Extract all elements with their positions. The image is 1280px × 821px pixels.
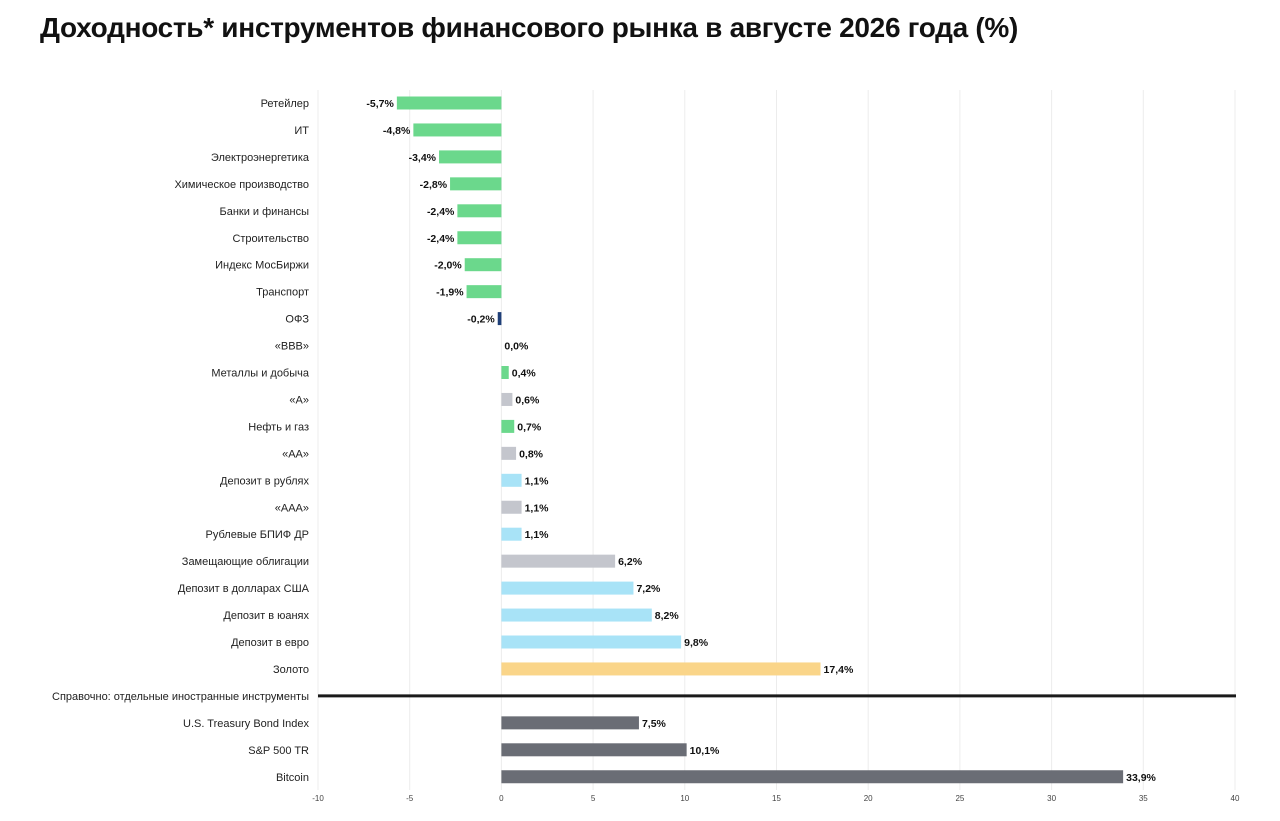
bar [501,608,652,622]
bar [396,96,502,110]
bar [501,581,634,595]
value-label: 1,1% [525,502,550,514]
x-tick-label: 10 [680,794,689,803]
bar [497,312,502,326]
bar [413,123,502,137]
category-label: Химическое производство [174,179,309,191]
category-label: Справочно: отдельные иностранные инструм… [52,691,309,703]
value-label: -4,8% [383,125,411,137]
value-label: 9,8% [684,637,709,649]
value-label: 0,8% [519,448,544,460]
category-label: Индекс МосБиржи [215,260,309,272]
bar [450,177,502,191]
category-label: «А» [289,394,309,406]
category-label: Депозит в рублях [220,475,309,487]
bar [501,366,509,379]
value-label: 1,1% [525,529,550,541]
x-tick-label: 5 [591,794,596,803]
x-tick-label: 35 [1139,794,1148,803]
category-label: Ретейлер [261,98,309,110]
value-label: -2,8% [420,179,448,191]
category-label: Электроэнергетика [211,152,310,164]
category-label: Депозит в юанях [223,610,309,622]
category-label: «BBB» [275,341,309,353]
value-label: 0,6% [515,394,540,406]
x-tick-label: -5 [406,794,414,803]
value-label: 7,2% [636,583,661,595]
bar [439,150,502,164]
bar [501,419,515,433]
category-label: «ААА» [275,502,309,514]
chart-title: Доходность* инструментов финансового рын… [40,12,1019,43]
category-label: Рублевые БПИФ ДР [206,529,309,541]
category-label: ИТ [294,125,309,137]
value-label: 17,4% [824,664,854,676]
x-tick-label: 15 [772,794,781,803]
x-tick-label: 0 [499,794,504,803]
value-label: -2,4% [427,206,455,218]
value-label: 1,1% [525,475,550,487]
category-label: Строительство [232,233,309,245]
value-label: 0,7% [517,421,542,433]
gridlines [317,90,1236,790]
x-tick-label: 40 [1231,794,1240,803]
category-label: Bitcoin [276,772,309,784]
category-label: Золото [273,664,309,676]
category-label: ОФЗ [285,314,309,326]
value-label: 33,9% [1126,772,1156,784]
bar [501,716,639,730]
x-axis-tick-labels: -10 -5 0 5 10 15 20 25 30 35 40 [312,794,1240,803]
category-label: Замещающие облигации [182,556,309,568]
category-label: Нефть и газ [248,421,309,433]
bar [501,635,682,649]
category-label: Металлы и добыча [211,368,310,380]
bar [501,554,616,568]
bars [318,96,1236,784]
bar [501,500,522,514]
bar [466,285,502,299]
bar [501,392,513,406]
category-label: Банки и финансы [220,206,310,218]
category-label: S&P 500 TR [248,745,309,757]
value-labels: -5,7% -4,8% -3,4% -2,8% -2,4% -2,4% -2,0% -1,9%… [366,98,1156,784]
category-label: Депозит в евро [231,637,309,649]
bar [501,446,517,460]
category-label: U.S. Treasury Bond Index [183,718,309,730]
category-label: Транспорт [256,287,309,299]
value-label: -5,7% [366,98,394,110]
value-label: 10,1% [690,745,720,757]
value-label: -2,0% [434,260,462,272]
bar [501,662,821,676]
x-tick-label: 30 [1047,794,1056,803]
bar [501,527,522,541]
value-label: 0,0% [504,341,529,353]
bar [464,258,502,272]
category-labels: Ретейлер ИТ Электроэнергетика Химическое пр… [52,98,310,784]
value-label: 7,5% [642,718,667,730]
x-tick-label: 20 [864,794,873,803]
x-tick-label: -10 [312,794,324,803]
bar [501,743,687,757]
category-label: «АА» [282,448,309,460]
value-label: 0,4% [512,368,537,380]
category-label: Депозит в долларах США [178,583,310,595]
bar [501,770,1124,784]
value-label: -2,4% [427,233,455,245]
bar [457,204,502,218]
value-label: -3,4% [409,152,437,164]
bar [501,473,522,487]
x-tick-label: 25 [955,794,964,803]
bar [457,231,502,245]
value-label: 6,2% [618,556,643,568]
value-label: -1,9% [436,287,464,299]
value-label: 8,2% [655,610,680,622]
value-label: -0,2% [467,314,495,326]
